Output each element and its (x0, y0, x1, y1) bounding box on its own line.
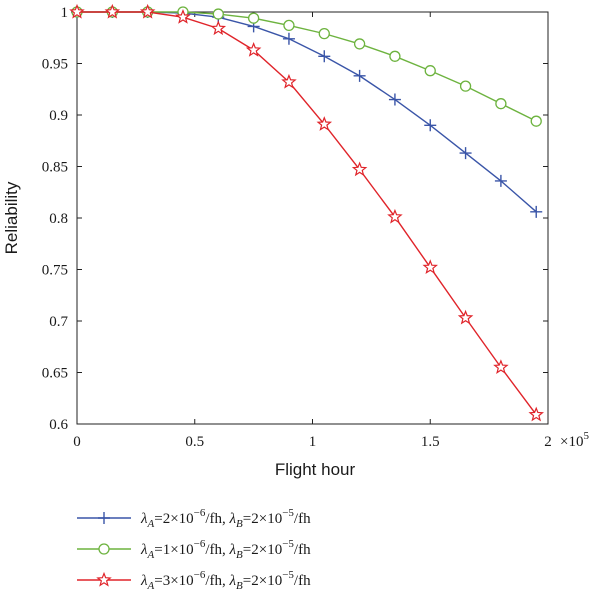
circle-marker (355, 39, 365, 49)
plus-marker (283, 33, 295, 45)
circle-marker (284, 20, 294, 30)
y-tick-label: 0.75 (42, 263, 68, 279)
y-tick-label: 0.95 (42, 57, 68, 73)
legend-item: λA=2×10−6/fh, λB=2×10−5/fh (77, 507, 311, 530)
y-tick-label: 0.6 (49, 417, 68, 433)
star-marker (495, 361, 507, 373)
circle-marker (390, 51, 400, 61)
plus-marker (389, 94, 401, 106)
x-axis-title: Flight hour (275, 460, 356, 479)
legend-label: λA=1×10−6/fh, λB=2×10−5/fh (140, 538, 311, 561)
circle-marker (425, 66, 435, 76)
plus-marker (98, 512, 110, 524)
y-tick-label: 0.8 (49, 211, 68, 227)
x-tick-label: 1 (309, 434, 317, 450)
x-tick-label: 1.5 (421, 434, 440, 450)
plus-marker (318, 50, 330, 62)
legend-item: λA=1×10−6/fh, λB=2×10−5/fh (77, 538, 311, 561)
plot-frame (77, 12, 548, 424)
circle-marker (99, 544, 109, 554)
x-tick-label: 2 (544, 434, 552, 450)
y-tick-label: 0.65 (42, 366, 68, 382)
y-tick-label: 1 (61, 5, 69, 21)
plus-marker (354, 70, 366, 82)
series-layer (71, 6, 543, 420)
circle-marker (319, 29, 329, 39)
x-tick-label: 0.5 (185, 434, 204, 450)
circle-marker (249, 13, 259, 23)
y-tick-label: 0.7 (49, 314, 68, 330)
axes: 0 0.5 1 1.5 2 0.6 0.65 0.7 0.75 0.8 0.85 0.9 0.95 1 (42, 5, 552, 450)
y-axis-title: Reliability (2, 181, 21, 254)
legend-item: λA=3×10−6/fh, λB=2×10−5/fh (77, 569, 311, 592)
circle-marker (461, 81, 471, 91)
series-plus (71, 6, 542, 218)
x-axis-multiplier: ×105 (560, 430, 589, 450)
circle-marker (213, 9, 223, 19)
legend-label: λA=2×10−6/fh, λB=2×10−5/fh (140, 507, 311, 530)
star-marker (424, 261, 436, 273)
y-tick-label: 0.85 (42, 160, 68, 176)
series-star (71, 6, 543, 420)
legend-label: λA=3×10−6/fh, λB=2×10−5/fh (140, 569, 311, 592)
circle-marker (531, 116, 541, 126)
legend: λA=2×10−6/fh, λB=2×10−5/fh λA=1×10−6/fh, … (77, 507, 311, 592)
star-marker (459, 311, 471, 323)
x-tick-label: 0 (73, 434, 81, 450)
circle-marker (496, 99, 506, 109)
star-marker (98, 574, 110, 586)
plus-marker (424, 119, 436, 131)
series-line (77, 12, 536, 212)
star-marker (212, 22, 224, 34)
y-tick-label: 0.9 (49, 108, 68, 124)
series-line (77, 12, 536, 415)
series-circle (72, 7, 541, 126)
series-line (77, 12, 536, 121)
